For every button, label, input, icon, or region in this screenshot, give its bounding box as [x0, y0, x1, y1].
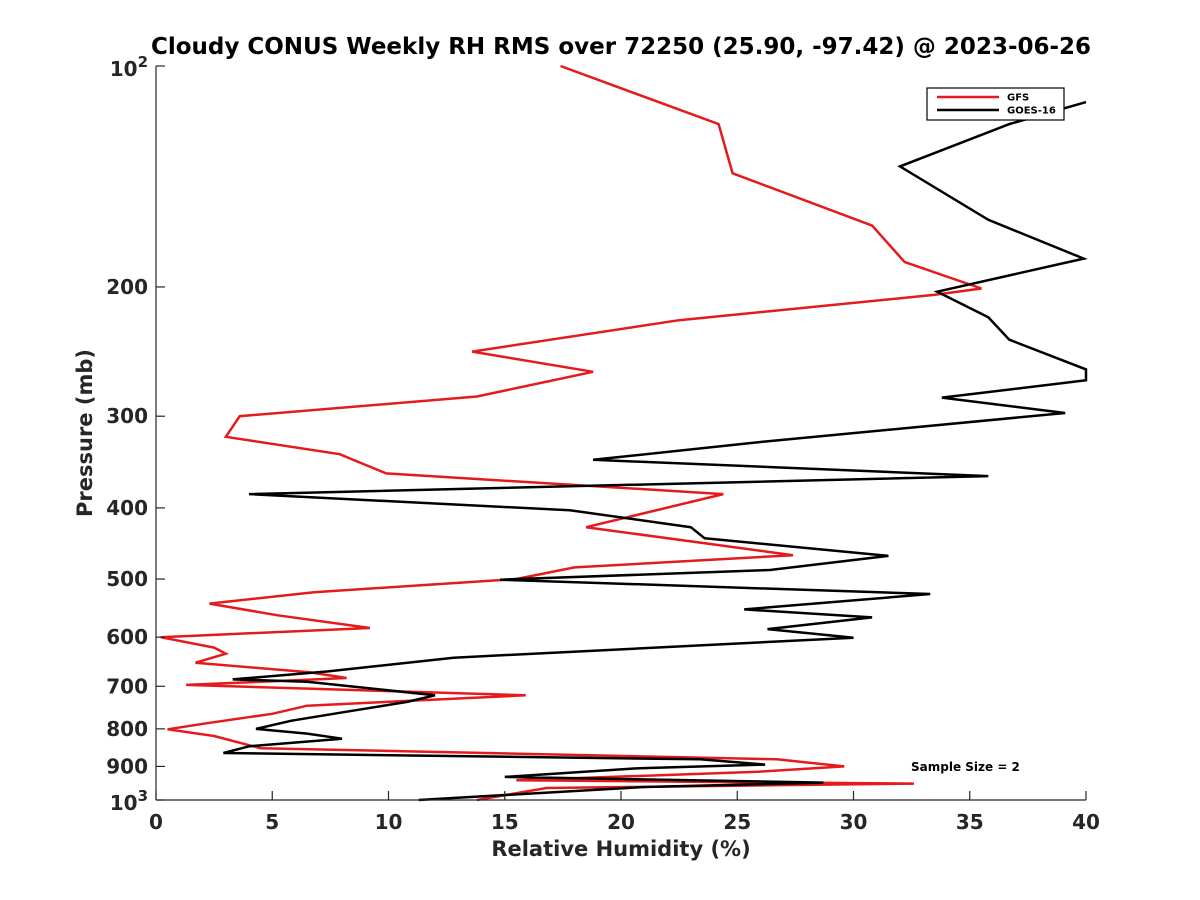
- x-tick-label: 40: [1072, 810, 1100, 834]
- series-line-gfs: [160, 64, 982, 802]
- y-tick-label: 200: [106, 275, 148, 299]
- y-tick-label: 300: [106, 404, 148, 428]
- y-axis-label: Pressure (mb): [73, 349, 97, 517]
- y-tick-label: 400: [106, 496, 148, 520]
- sample-size-annotation: Sample Size = 2: [911, 760, 1020, 774]
- x-tick-label: 10: [375, 810, 403, 834]
- chart-title: Cloudy CONUS Weekly RH RMS over 72250 (2…: [151, 34, 1091, 60]
- axes: 0 5 10 15 20 25 30 35 40 102 200 300 400 500 600 700 800…: [106, 53, 1100, 834]
- y-tick-label: 102: [110, 53, 148, 81]
- x-axis-label: Relative Humidity (%): [491, 837, 750, 861]
- legend-label: GOES-16: [1007, 106, 1056, 117]
- series-lines: [160, 64, 1088, 802]
- y-tick-label: 600: [106, 625, 148, 649]
- y-tick-label: 103: [110, 787, 148, 815]
- y-tick-label: 900: [106, 754, 148, 778]
- x-tick-label: 0: [149, 810, 163, 834]
- x-tick-label: 20: [607, 810, 635, 834]
- y-tick-label: 500: [106, 567, 148, 591]
- x-tick-label: 25: [723, 810, 751, 834]
- y-tick-label: 800: [106, 717, 148, 741]
- legend-label: GFS: [1007, 93, 1029, 104]
- x-tick-label: 5: [265, 810, 279, 834]
- legend: GFS GOES-16: [926, 87, 1065, 121]
- x-tick-label: 35: [956, 810, 984, 834]
- x-tick-label: 15: [491, 810, 519, 834]
- series-line-goes16: [223, 100, 1088, 802]
- x-tick-label: 30: [840, 810, 868, 834]
- legend-box: [926, 87, 1065, 121]
- y-tick-label: 700: [106, 674, 148, 698]
